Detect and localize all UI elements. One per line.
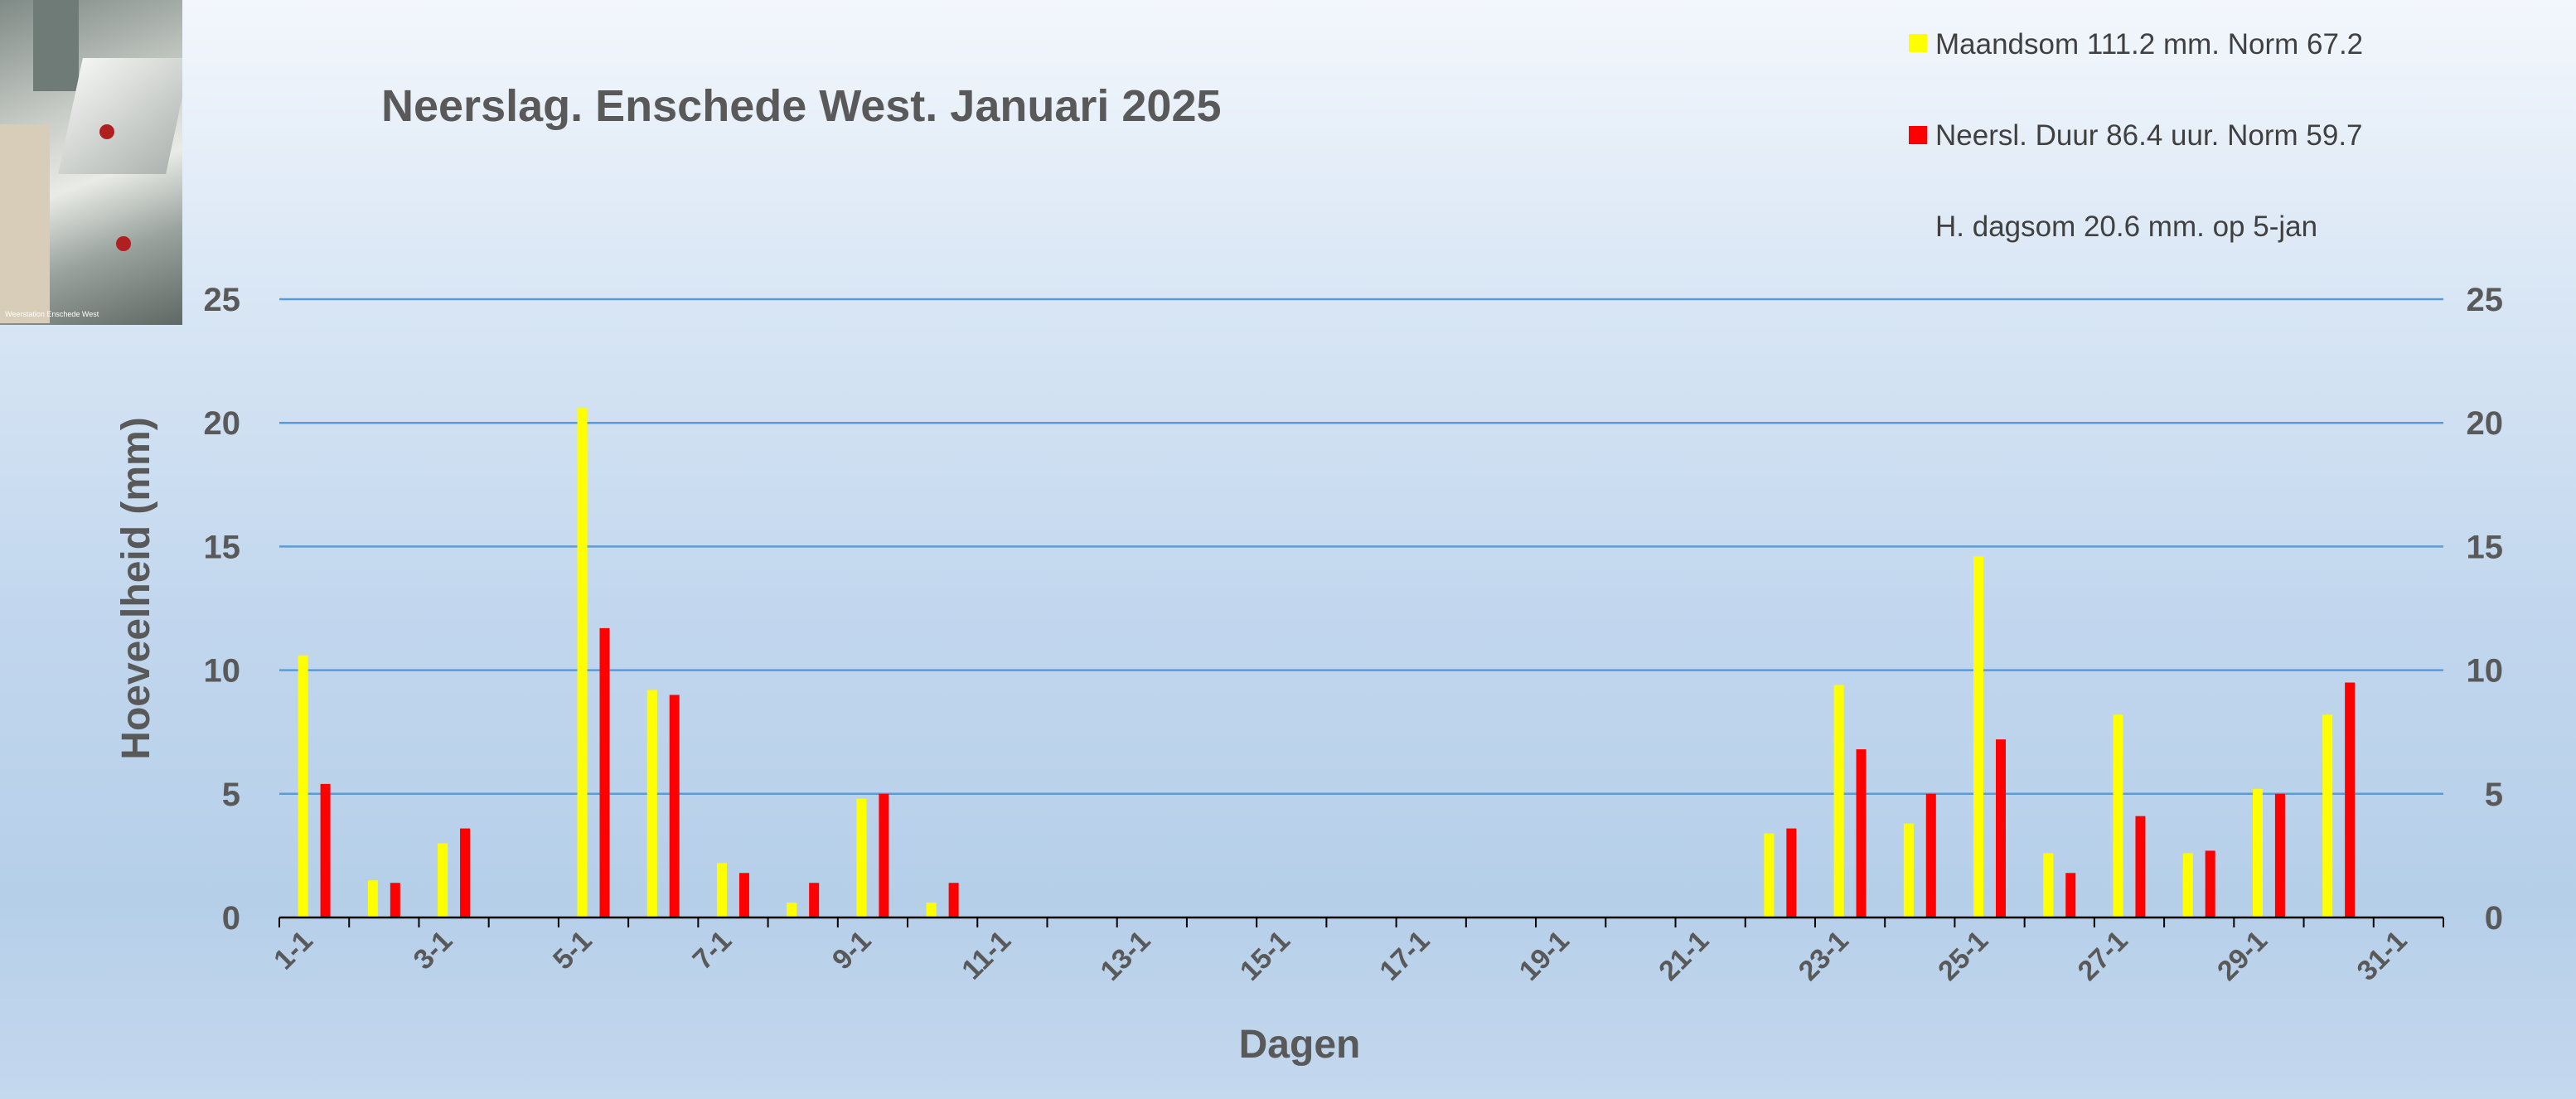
x-tick-label: 31-1 <box>2351 925 2414 987</box>
x-tick-label: 3-1 <box>408 925 459 976</box>
bar-maandsom-26-1 <box>2043 853 2054 917</box>
y-tick-label-right: 5 <box>2485 777 2503 813</box>
bar-maandsom-27-1 <box>2113 714 2123 917</box>
bar-neerslagduur-2-1 <box>390 883 400 917</box>
legend-label-maandsom: Maandsom 111.2 mm. Norm 67.2 <box>1935 28 2363 61</box>
x-tick-label: 1-1 <box>268 925 319 976</box>
y-tick-label-left: 20 <box>204 405 241 442</box>
bar-maandsom-28-1 <box>2182 853 2193 917</box>
y-tick-label-left: 10 <box>204 653 241 690</box>
bar-maandsom-24-1 <box>1903 823 1914 917</box>
annotation-hoogste-dagsom: H. dagsom 20.6 mm. op 5-jan <box>1935 211 2317 243</box>
y-tick-label-left: 0 <box>222 900 240 937</box>
bar-neerslagduur-23-1 <box>1856 749 1867 917</box>
bar-maandsom-22-1 <box>1764 833 1775 917</box>
y-tick-label-left: 15 <box>204 529 241 565</box>
x-tick-label: 19-1 <box>1513 925 1576 987</box>
axes <box>278 916 2444 927</box>
bar-neerslagduur-29-1 <box>2274 793 2285 917</box>
x-tick-label: 5-1 <box>547 925 598 976</box>
bar-neerslagduur-26-1 <box>2065 873 2076 917</box>
bar-maandsom-2-1 <box>367 880 378 917</box>
bar-maandsom-29-1 <box>2252 788 2263 917</box>
legend: Maandsom 111.2 mm. Norm 67.2 Neersl. Duu… <box>1909 28 2363 243</box>
bar-neerslagduur-30-1 <box>2345 682 2356 917</box>
bar-maandsom-1-1 <box>298 655 308 917</box>
x-tick-label: 9-1 <box>826 925 878 976</box>
x-tick-label: 13-1 <box>1094 925 1156 987</box>
gridlines <box>279 298 2443 796</box>
x-tick-label: 25-1 <box>1932 925 1994 987</box>
y-axis-ticks-right: 0 5 10 15 20 25 <box>2467 282 2504 937</box>
y-tick-label-right: 15 <box>2467 529 2504 565</box>
x-tick-label: 7-1 <box>687 925 738 976</box>
y-tick-label-right: 0 <box>2485 900 2503 937</box>
legend-swatch-maandsom <box>1909 34 1927 52</box>
bar-maandsom-5-1 <box>577 408 588 917</box>
y-tick-label-right: 20 <box>2467 405 2504 442</box>
x-tick-label: 17-1 <box>1373 925 1436 987</box>
bar-maandsom-25-1 <box>1973 556 1984 917</box>
bar-neerslagduur-8-1 <box>809 883 820 917</box>
bar-neerslagduur-10-1 <box>948 883 959 917</box>
bar-neerslagduur-1-1 <box>320 783 331 917</box>
x-axis-title: Dagen <box>1239 1023 1361 1067</box>
bar-maandsom-8-1 <box>787 903 797 917</box>
y-tick-label-right: 10 <box>2467 653 2504 690</box>
x-tick-label: 27-1 <box>2072 925 2134 987</box>
legend-swatch-neerslagduur <box>1909 126 1927 144</box>
bar-neerslagduur-27-1 <box>2135 816 2146 917</box>
y-axis-ticks-left: 0 5 10 15 20 25 <box>204 282 241 937</box>
y-axis-title: Hoeveelheid (mm) <box>114 417 158 759</box>
bar-neerslagduur-9-1 <box>879 793 889 917</box>
y-tick-label-left: 5 <box>222 777 240 813</box>
bar-neerslagduur-28-1 <box>2205 850 2215 917</box>
bar-neerslagduur-5-1 <box>599 627 610 917</box>
x-tick-label: 21-1 <box>1653 925 1715 987</box>
bar-neerslagduur-7-1 <box>738 873 749 917</box>
x-axis-ticks: 1-1 3-1 5-1 7-1 9-1 11-1 13-1 15-1 17-1 19-1 21-1 2… <box>268 925 2413 987</box>
chart-title: Neerslag. Enschede West. Januari 2025 <box>381 81 1222 131</box>
bar-maandsom-30-1 <box>2322 714 2333 917</box>
bar-maandsom-23-1 <box>1833 685 1844 917</box>
y-tick-label-right: 25 <box>2467 282 2504 318</box>
x-tick-label: 23-1 <box>1793 925 1855 987</box>
bar-neerslagduur-24-1 <box>1925 793 1936 917</box>
bar-neerslagduur-25-1 <box>1996 739 2007 917</box>
x-tick-label: 29-1 <box>2211 925 2273 987</box>
legend-label-neerslagduur: Neersl. Duur 86.4 uur. Norm 59.7 <box>1935 119 2363 152</box>
bar-maandsom-10-1 <box>926 903 937 917</box>
bar-maandsom-6-1 <box>646 690 657 917</box>
rain-gauge-photo: Weerstation Enschede West <box>0 0 182 325</box>
bars <box>298 408 2356 917</box>
x-tick-label: 11-1 <box>956 925 1017 986</box>
bar-neerslagduur-3-1 <box>460 828 471 917</box>
y-tick-label-left: 25 <box>204 282 241 318</box>
x-tick-label: 15-1 <box>1234 925 1296 987</box>
photo-caption: Weerstation Enschede West <box>5 310 99 318</box>
bar-neerslagduur-22-1 <box>1786 828 1797 917</box>
bar-maandsom-3-1 <box>438 843 448 917</box>
bar-neerslagduur-6-1 <box>669 695 680 917</box>
bar-maandsom-9-1 <box>856 798 867 917</box>
bar-maandsom-7-1 <box>716 863 727 917</box>
